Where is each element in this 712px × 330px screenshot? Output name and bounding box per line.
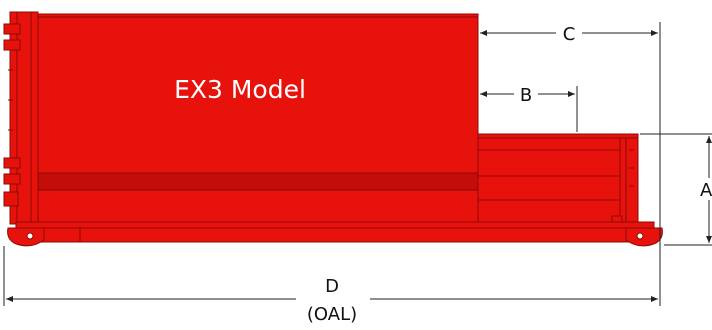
dimension-b: B (480, 85, 578, 132)
dimension-d-label: D (325, 276, 339, 297)
dimension-a-label: A (700, 180, 712, 201)
rear-roller-axle (636, 232, 644, 240)
charge-box-body (477, 133, 639, 223)
hinge-lower-a (3, 157, 21, 169)
dimension-c: C (480, 22, 661, 252)
charge-box (477, 133, 639, 223)
charge-box-foot (611, 215, 623, 223)
dimension-d: D (OAL) (3, 246, 661, 325)
dimension-d-note: (OAL) (307, 304, 357, 325)
model-label: EX3 Model (174, 75, 306, 104)
hinge-lower-b (3, 173, 21, 185)
dimension-b-label: B (520, 85, 532, 106)
dimension-a: A (640, 133, 712, 246)
base-rail (15, 221, 655, 243)
door-latch (3, 191, 19, 207)
dimension-c-label: C (563, 24, 576, 45)
hinge-upper-b (3, 39, 21, 51)
container-body (23, 13, 479, 223)
front-roller (7, 227, 45, 247)
rear-door (3, 11, 39, 225)
main-box (23, 13, 479, 223)
body-stripe (38, 173, 478, 190)
front-roller-axle (26, 232, 34, 240)
base-frame (7, 221, 663, 247)
rear-roller (625, 227, 663, 247)
hinge-upper-a (3, 23, 21, 35)
